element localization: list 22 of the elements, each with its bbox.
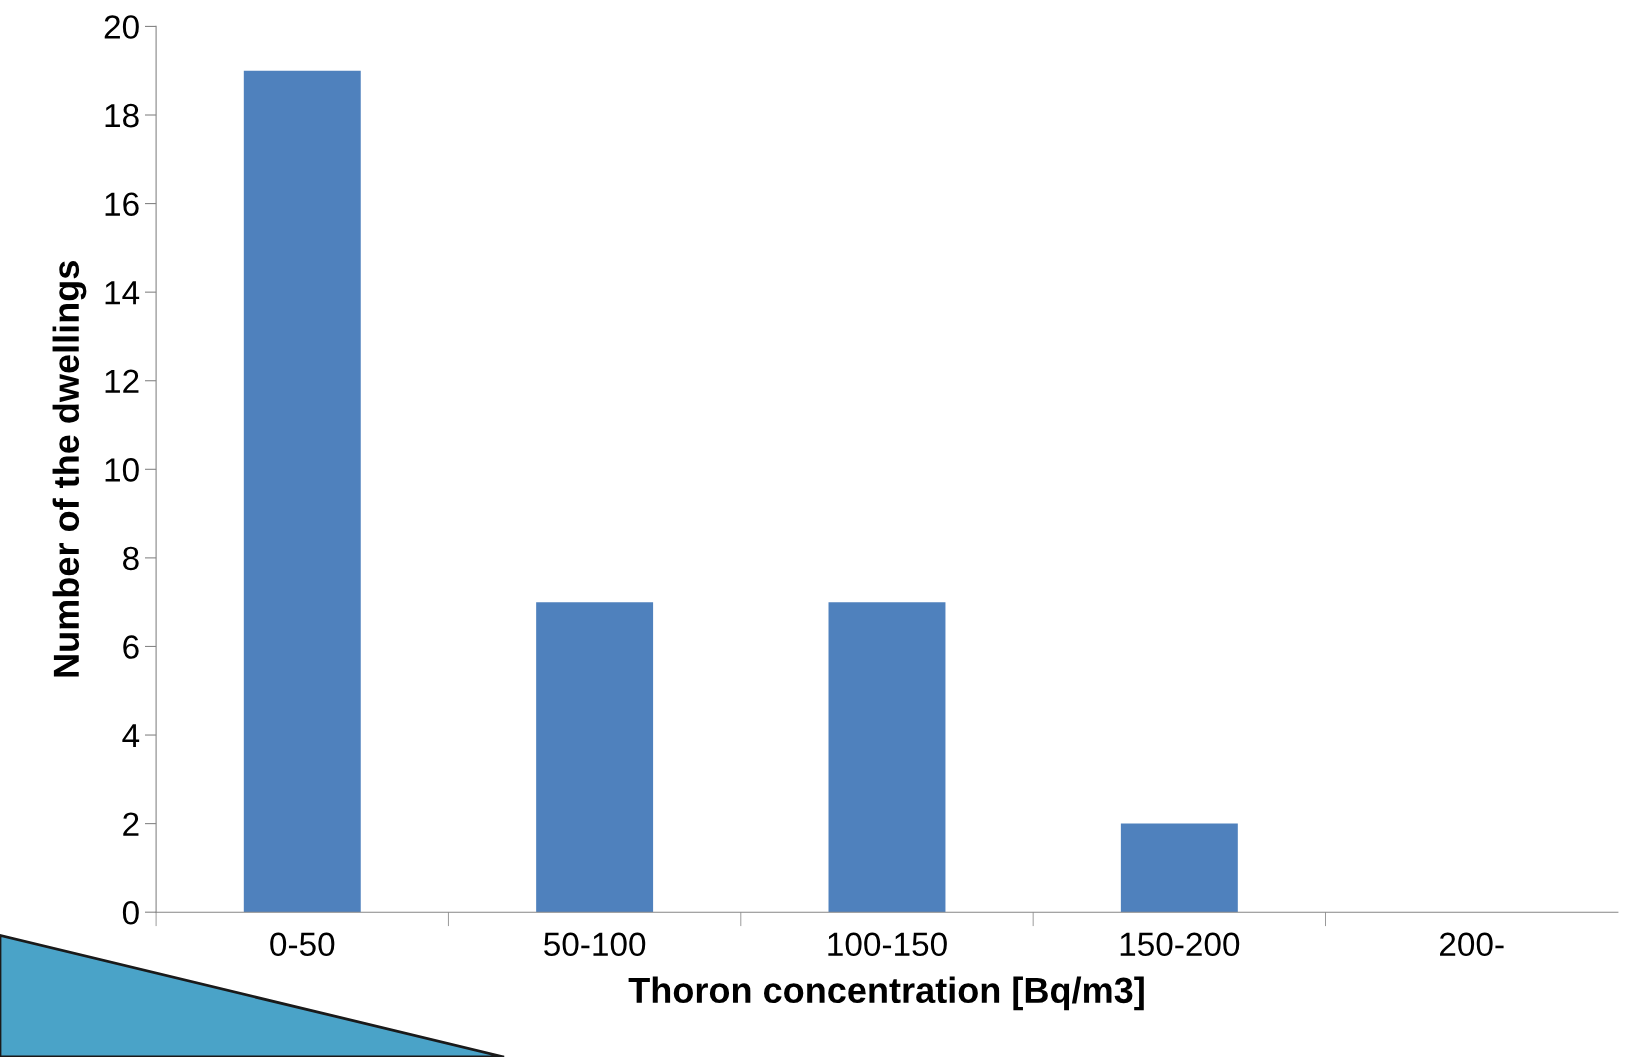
y-tick-label: 12 — [105, 369, 139, 393]
x-axis-title: Thoron concentration [Bq/m3] — [628, 976, 1144, 1011]
y-tick-label: 2 — [123, 812, 139, 836]
y-axis-title: Number of the dwellings — [52, 261, 87, 677]
y-tick-label: 8 — [123, 546, 139, 571]
x-tick-label: 150-200 — [1120, 932, 1240, 957]
x-tick-label: 0-50 — [270, 932, 335, 957]
bar — [1120, 823, 1238, 913]
x-tick-label: 200- — [1440, 932, 1504, 957]
x-tick-label: 100-150 — [828, 932, 947, 957]
y-tick-label: 20 — [104, 15, 139, 39]
y-tick-label: 4 — [122, 724, 140, 748]
y-tick-label: 6 — [123, 635, 139, 659]
y-tick-label: 0 — [122, 900, 139, 925]
bar — [536, 602, 654, 913]
bar — [243, 70, 361, 913]
y-tick-label: 16 — [105, 192, 139, 216]
y-tick-label: 10 — [105, 458, 139, 482]
y-tick-label: 14 — [105, 281, 140, 305]
y-tick-label: 18 — [105, 103, 139, 128]
bar — [828, 602, 946, 913]
x-tick-label: 50-100 — [544, 932, 646, 957]
